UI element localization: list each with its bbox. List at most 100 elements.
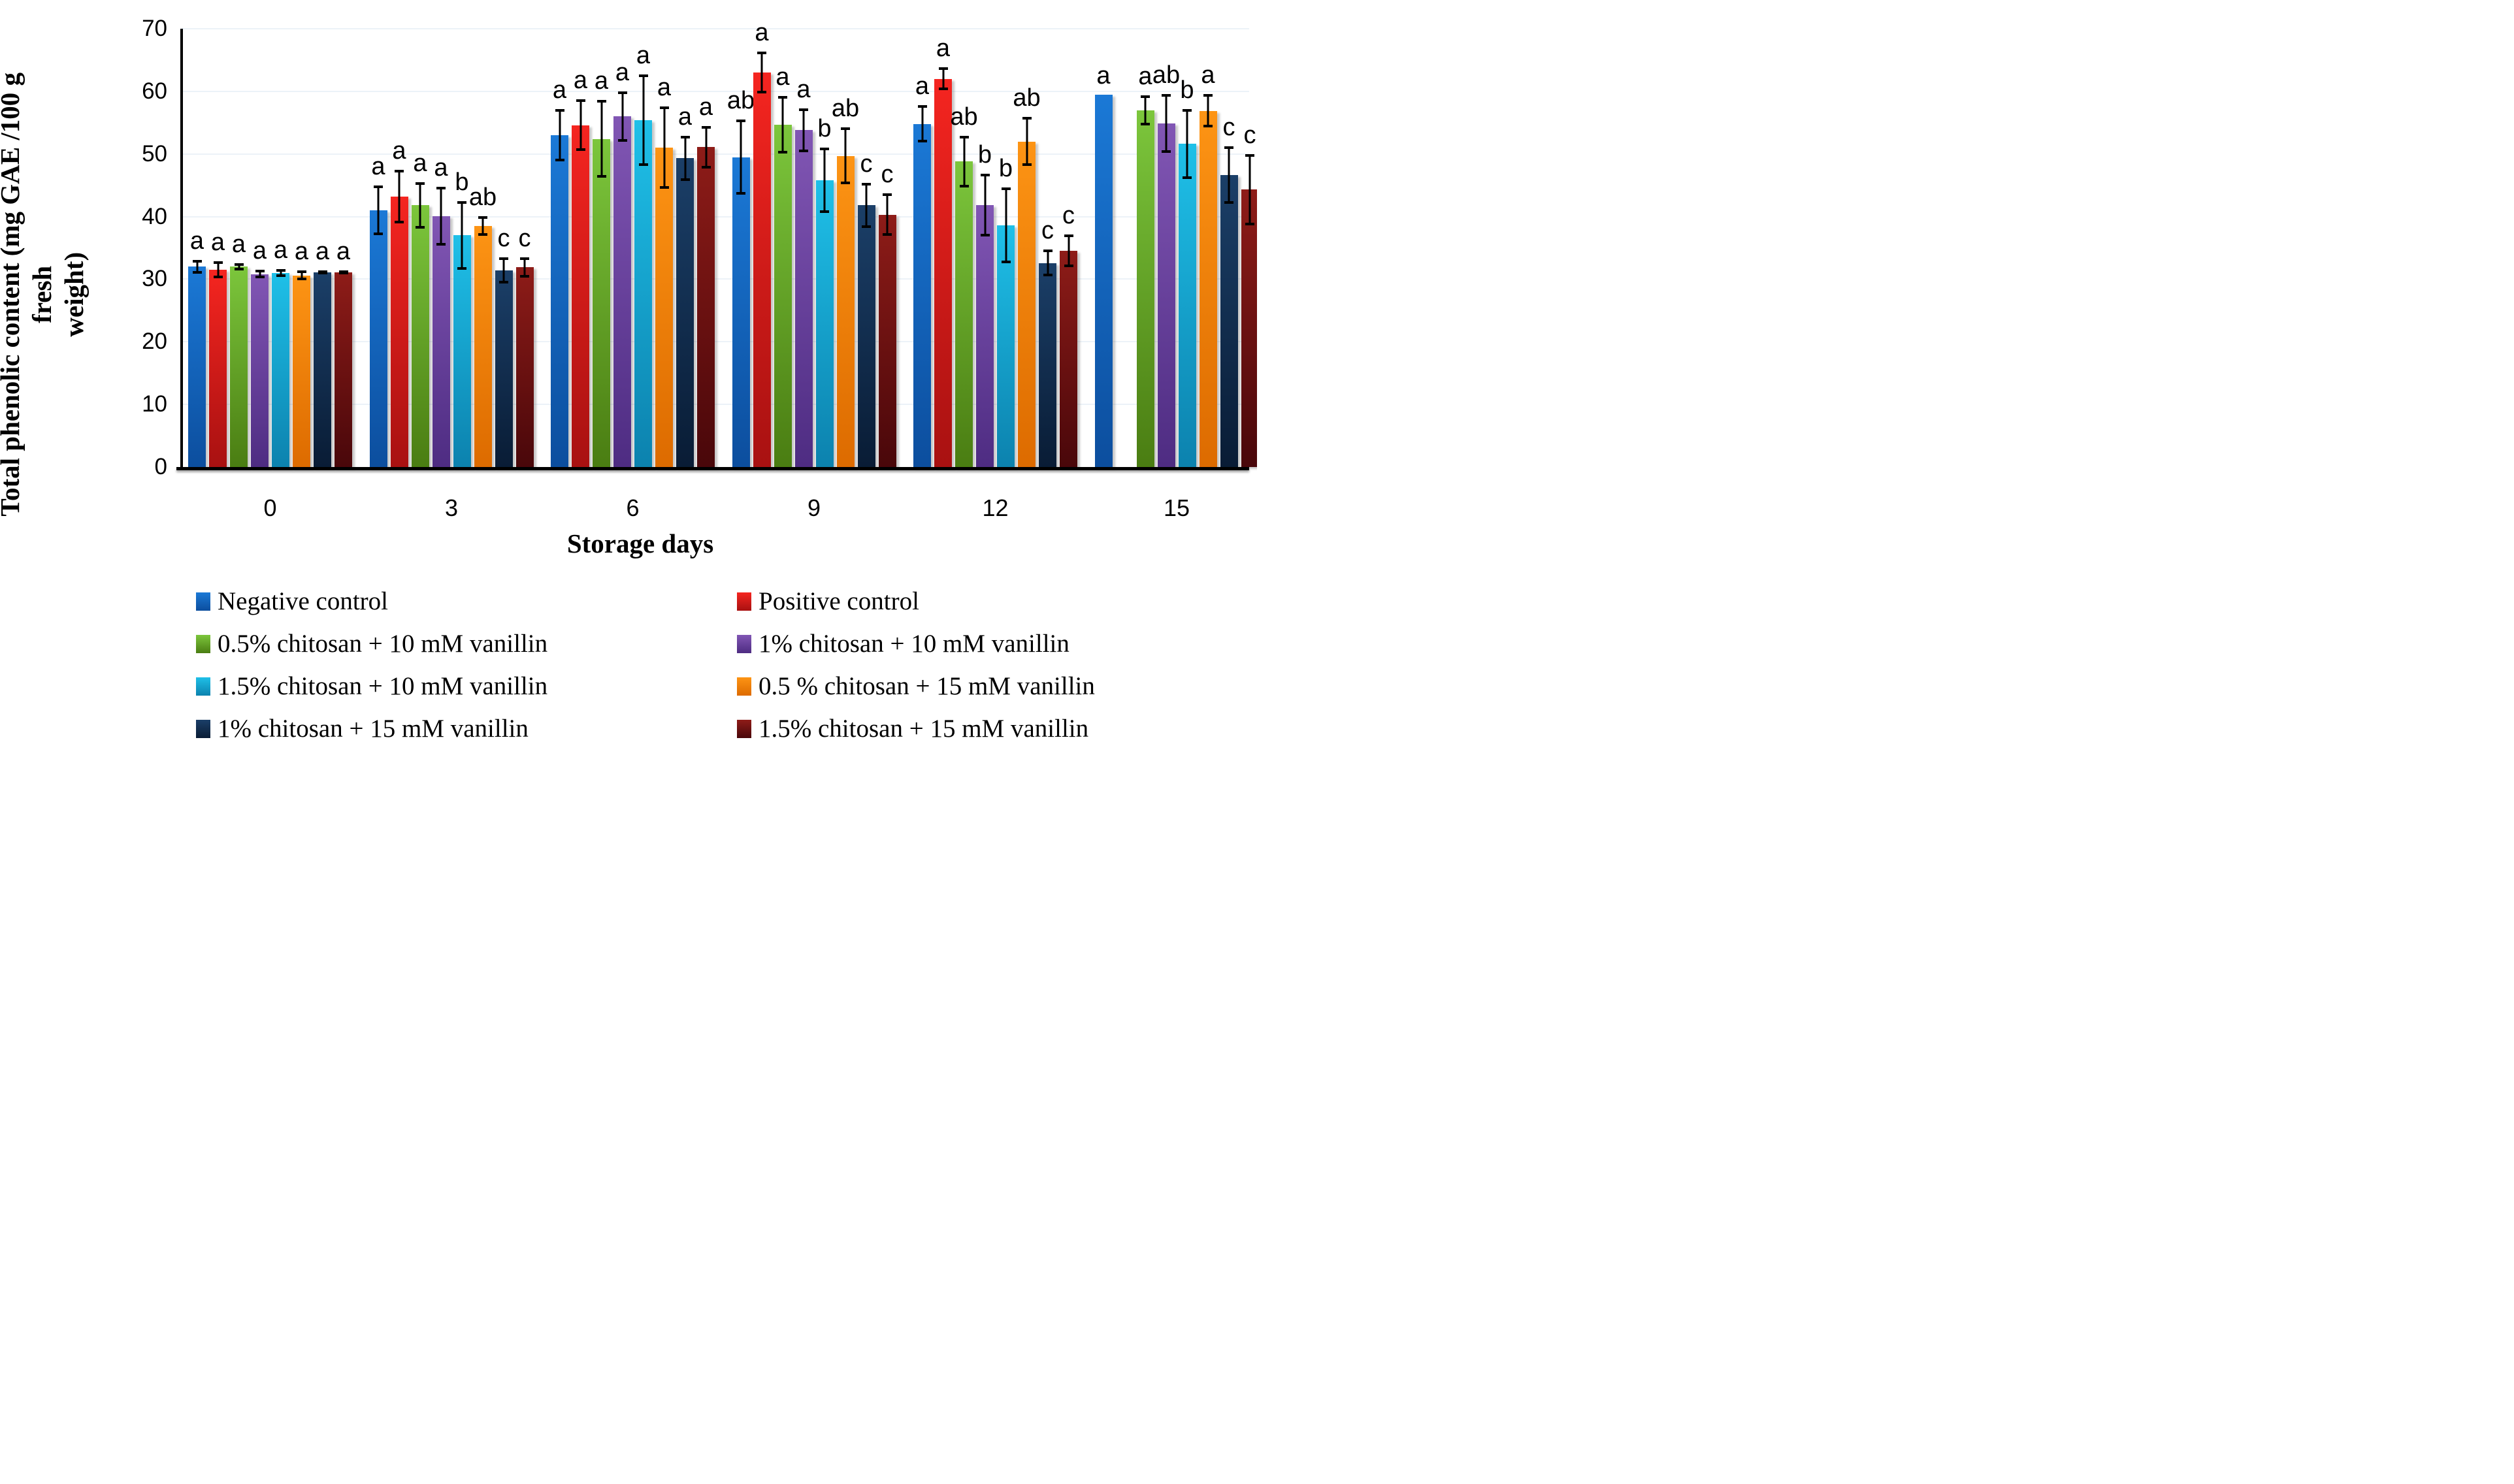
- bar: [1157, 123, 1175, 467]
- x-axis-line: [176, 467, 1249, 470]
- error-bar-cap-bottom: [1064, 265, 1073, 268]
- bar: [613, 116, 631, 467]
- significance-letter: a: [615, 58, 630, 86]
- bar: [495, 270, 513, 467]
- error-bar: [1183, 108, 1192, 180]
- significance-letter: ab: [950, 103, 978, 131]
- x-tick-label-3: 3: [444, 494, 459, 521]
- error-bar-cap-top: [395, 169, 404, 172]
- error-bar-stem: [419, 182, 421, 229]
- significance-letter: ab: [831, 95, 860, 123]
- error-bar-stem: [621, 91, 623, 142]
- error-bar-cap-bottom: [680, 178, 690, 181]
- significance-letter: b: [998, 154, 1013, 182]
- error-bar-cap-top: [1141, 95, 1150, 98]
- error-bar-cap-top: [1203, 93, 1213, 97]
- significance-letter: a: [371, 152, 385, 180]
- error-bar: [659, 106, 669, 189]
- bar: [593, 138, 610, 467]
- significance-letter: c: [518, 224, 531, 252]
- y-tick-label-0: 0: [154, 454, 167, 479]
- bar: [815, 180, 834, 467]
- error-bar-cap-top: [1064, 234, 1073, 238]
- error-bar-stem: [461, 201, 463, 270]
- error-bar-cap-top: [736, 119, 745, 122]
- error-bar-cap-bottom: [701, 165, 711, 169]
- significance-letter: a: [594, 67, 609, 95]
- error-bar-cap-bottom: [638, 163, 648, 166]
- error-bar-stem: [440, 186, 442, 246]
- x-tick-label-9: 9: [807, 494, 821, 521]
- error-bar-cap-bottom: [520, 274, 529, 278]
- error-bar-cap-bottom: [1022, 163, 1032, 166]
- significance-letter: ab: [1013, 84, 1041, 112]
- bar: [1220, 175, 1238, 467]
- error-bar-cap-bottom: [276, 274, 286, 277]
- legend-item: Positive control: [737, 587, 1215, 616]
- error-bar-cap-bottom: [416, 225, 425, 229]
- bar: [515, 267, 534, 467]
- error-bar: [736, 119, 745, 195]
- bar: [411, 205, 429, 467]
- bar: [1178, 144, 1196, 467]
- error-bar: [234, 263, 244, 270]
- gridline-60: [182, 90, 1249, 92]
- chart: Total phenolic content (mg GAE /100 g fr…: [0, 0, 1257, 742]
- significance-letter: a: [434, 153, 448, 182]
- error-bar-stem: [580, 99, 581, 151]
- legend-swatch-icon: [196, 634, 210, 653]
- error-bar: [638, 74, 648, 166]
- error-bar-cap-top: [1162, 93, 1171, 97]
- y-tick-label-40: 40: [142, 203, 167, 229]
- bar: [976, 205, 994, 467]
- significance-letter: c: [1222, 114, 1235, 142]
- error-bar-cap-top: [416, 182, 425, 185]
- significance-letter: c: [497, 224, 510, 252]
- error-bar: [213, 261, 223, 279]
- error-bar-cap-top: [297, 270, 306, 273]
- error-bar: [1001, 187, 1011, 264]
- error-bar: [318, 270, 327, 274]
- error-bar-cap-top: [883, 193, 892, 197]
- error-bar: [395, 169, 404, 224]
- error-bar-cap-bottom: [436, 242, 446, 246]
- significance-letter: a: [1096, 61, 1111, 89]
- legend-item: 1.5% chitosan + 15 mM vanillin: [737, 714, 1215, 742]
- plot-area: 0 10 20 30 40 50 60 70 a a a a a a a a 0 a a a a b ab c c 3 a a a a a a…: [0, 0, 1257, 742]
- bar: [453, 235, 471, 467]
- bar: [230, 266, 248, 467]
- legend-swatch-icon: [737, 634, 751, 653]
- error-bar-cap-bottom: [555, 159, 564, 162]
- error-bar-stem: [942, 67, 944, 90]
- significance-letter: a: [1138, 62, 1152, 90]
- bar: [272, 272, 289, 467]
- bar: [913, 123, 931, 467]
- error-bar-cap-bottom: [1245, 222, 1254, 225]
- y-tick-label-30: 30: [142, 266, 167, 292]
- error-bar-cap-bottom: [617, 138, 627, 142]
- significance-letter: a: [273, 236, 288, 265]
- significance-letter: ab: [726, 86, 755, 114]
- error-bar-stem: [259, 270, 261, 279]
- significance-letter: a: [336, 238, 351, 265]
- error-bar-stem: [760, 52, 763, 93]
- error-bar-cap-bottom: [297, 278, 306, 281]
- legend-swatch-icon: [737, 592, 751, 611]
- bar: [209, 270, 227, 467]
- error-bar-stem: [865, 182, 868, 228]
- error-bar-stem: [1068, 234, 1069, 268]
- error-bar-cap-top: [820, 148, 829, 151]
- error-bar-cap-bottom: [1203, 125, 1213, 128]
- legend-label: 0.5% chitosan + 10 mM vanillin: [218, 630, 548, 658]
- error-bar-stem: [1165, 93, 1167, 153]
- x-tick-label-12: 12: [982, 494, 1009, 521]
- error-bar-stem: [502, 257, 505, 284]
- error-bar: [478, 216, 487, 236]
- error-bar-cap-bottom: [374, 233, 383, 236]
- bar: [774, 124, 792, 467]
- error-bar-cap-bottom: [778, 150, 787, 153]
- error-bar-cap-top: [276, 269, 286, 272]
- error-bar-stem: [1249, 153, 1251, 225]
- y-tick-label-60: 60: [142, 78, 167, 104]
- error-bar-cap-top: [799, 108, 808, 111]
